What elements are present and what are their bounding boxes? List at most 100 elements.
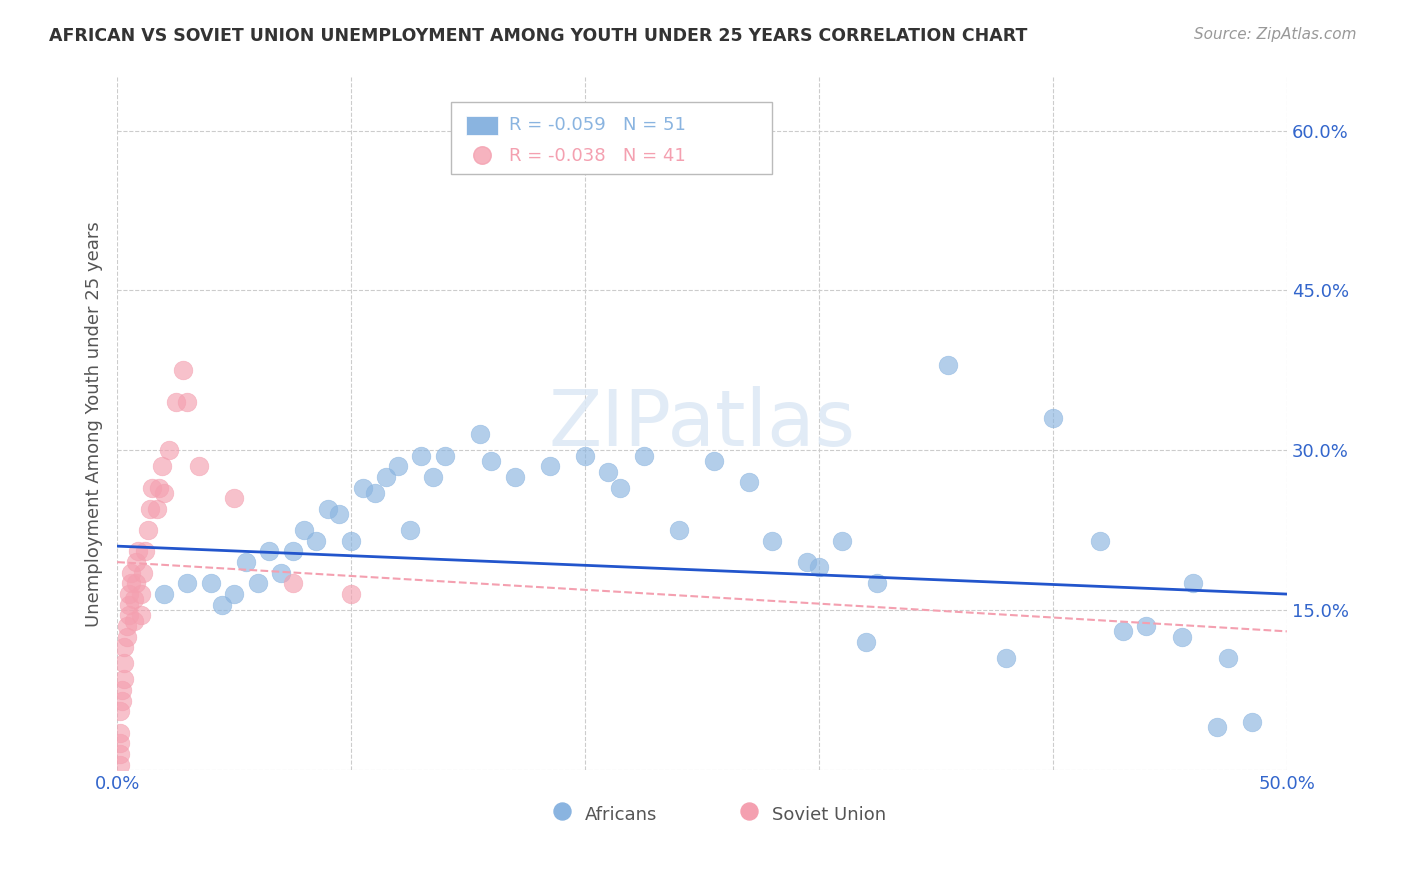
Point xyxy=(146,501,169,516)
Text: AFRICAN VS SOVIET UNION UNEMPLOYMENT AMONG YOUTH UNDER 25 YEARS CORRELATION CHAR: AFRICAN VS SOVIET UNION UNEMPLOYMENT AMO… xyxy=(49,27,1028,45)
Y-axis label: Unemployment Among Youth under 25 years: Unemployment Among Youth under 25 years xyxy=(86,220,103,626)
Point xyxy=(108,757,131,772)
Point xyxy=(352,481,374,495)
Point xyxy=(281,544,304,558)
Point xyxy=(148,481,170,495)
Point xyxy=(503,470,526,484)
Point xyxy=(574,449,596,463)
Point xyxy=(1088,533,1111,548)
Point xyxy=(1369,827,1392,841)
Point xyxy=(995,651,1018,665)
Point xyxy=(1240,714,1263,729)
Point xyxy=(200,576,222,591)
Point xyxy=(127,544,149,558)
Point xyxy=(129,608,152,623)
Point xyxy=(134,544,156,558)
Point xyxy=(481,454,503,468)
Text: ZIPatlas: ZIPatlas xyxy=(548,385,855,462)
Point xyxy=(211,598,233,612)
Point xyxy=(112,673,135,687)
Point xyxy=(129,587,152,601)
Point xyxy=(1042,411,1064,425)
Point xyxy=(363,486,385,500)
Point xyxy=(118,608,141,623)
Point xyxy=(108,725,131,739)
Point xyxy=(224,491,246,506)
Point xyxy=(316,501,339,516)
Point xyxy=(305,533,328,548)
Point xyxy=(153,486,176,500)
Point xyxy=(1112,624,1135,639)
FancyBboxPatch shape xyxy=(465,116,499,135)
Point xyxy=(172,363,194,377)
Point xyxy=(1135,619,1157,633)
Point xyxy=(125,555,148,569)
Point xyxy=(165,395,187,409)
Point xyxy=(936,358,959,372)
Point xyxy=(609,481,631,495)
Point xyxy=(340,533,363,548)
Point xyxy=(538,459,561,474)
Point xyxy=(807,560,830,574)
Point xyxy=(411,449,433,463)
Point xyxy=(433,449,456,463)
Point xyxy=(176,576,198,591)
Point xyxy=(270,566,292,580)
Point xyxy=(866,576,889,591)
Point xyxy=(120,566,142,580)
Point xyxy=(188,459,211,474)
Point xyxy=(468,427,491,442)
Point xyxy=(115,619,138,633)
Point xyxy=(995,827,1018,841)
Point xyxy=(598,465,620,479)
Point xyxy=(387,459,409,474)
Point xyxy=(118,587,141,601)
Point xyxy=(796,555,818,569)
Point xyxy=(112,657,135,671)
Point xyxy=(1205,720,1227,734)
FancyBboxPatch shape xyxy=(450,102,772,174)
Point xyxy=(112,640,135,655)
Point xyxy=(224,587,246,601)
Point xyxy=(235,555,257,569)
Point xyxy=(855,635,877,649)
Point xyxy=(141,481,163,495)
Point xyxy=(176,395,198,409)
Point xyxy=(668,523,690,537)
Text: Source: ZipAtlas.com: Source: ZipAtlas.com xyxy=(1194,27,1357,42)
Point xyxy=(340,587,363,601)
Point xyxy=(118,598,141,612)
Point xyxy=(111,693,134,707)
Point xyxy=(150,459,173,474)
Point xyxy=(120,576,142,591)
Text: R = -0.059   N = 51: R = -0.059 N = 51 xyxy=(509,116,686,134)
Point xyxy=(132,566,155,580)
Point xyxy=(1182,576,1205,591)
Point xyxy=(139,501,162,516)
Point xyxy=(136,523,159,537)
Point xyxy=(108,704,131,718)
Text: Africans: Africans xyxy=(585,805,658,824)
Point xyxy=(111,682,134,697)
Text: Soviet Union: Soviet Union xyxy=(772,805,886,824)
Point xyxy=(281,576,304,591)
Point xyxy=(831,533,853,548)
Point xyxy=(153,587,176,601)
Point xyxy=(761,533,783,548)
Point xyxy=(122,592,145,607)
Text: R = -0.038   N = 41: R = -0.038 N = 41 xyxy=(509,146,686,165)
Point xyxy=(738,475,761,490)
Point xyxy=(328,507,350,521)
Point xyxy=(292,523,315,537)
Point xyxy=(122,614,145,628)
Point xyxy=(257,544,280,558)
Point xyxy=(115,630,138,644)
Point xyxy=(375,470,398,484)
Point xyxy=(703,454,725,468)
Point xyxy=(422,470,444,484)
Point xyxy=(398,523,420,537)
Point xyxy=(157,443,180,458)
Point xyxy=(108,736,131,750)
Point xyxy=(1218,651,1240,665)
Point xyxy=(125,576,148,591)
